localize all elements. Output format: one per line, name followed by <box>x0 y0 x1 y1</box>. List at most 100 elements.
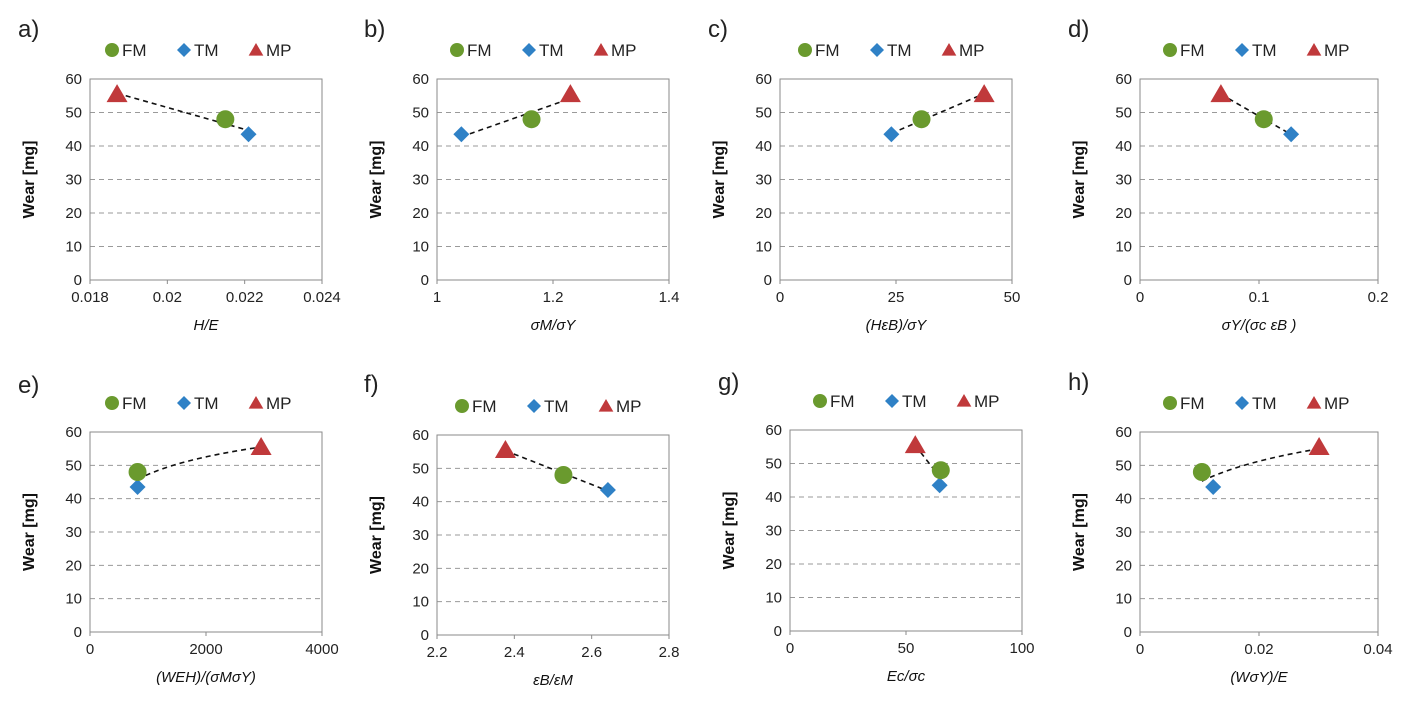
legend-label-tm: TM <box>1252 394 1277 413</box>
legend-marker-fm <box>1163 43 1177 57</box>
legend-label-fm: FM <box>122 41 147 60</box>
legend-item-mp: MP <box>593 41 637 60</box>
y-axis-label: Wear [mg] <box>21 141 38 219</box>
legend-marker-fm <box>813 394 827 408</box>
legend-label-tm: TM <box>902 392 927 411</box>
plot-frame <box>436 78 670 281</box>
y-tick-label: 40 <box>412 138 429 155</box>
y-tick-label: 50 <box>1115 105 1132 122</box>
y-tick-label: 20 <box>1115 557 1132 574</box>
data-point-fm <box>1254 110 1273 129</box>
x-tick-label: 0.022 <box>226 289 264 306</box>
trendline <box>116 92 249 132</box>
y-tick-label: 30 <box>755 172 772 189</box>
y-tick-label: 60 <box>1115 424 1132 441</box>
y-tick-label: 10 <box>412 239 429 256</box>
x-tick-label: 0 <box>86 641 94 658</box>
legend-item-mp: MP <box>248 41 292 60</box>
chart-panel-e: e) FM TM MP 0 10 20 30 40 50 60 0 2000 4000 (WEH)/(σMσ… <box>18 372 339 686</box>
legend-item-fm: FM <box>450 41 492 60</box>
legend-marker-fm <box>450 43 464 57</box>
data-point-mp <box>1210 84 1232 103</box>
legend-label-fm: FM <box>467 41 492 60</box>
panel-label: d) <box>1068 16 1089 43</box>
y-tick-label: 40 <box>765 489 782 506</box>
legend-item-fm: FM <box>798 41 840 60</box>
x-tick-label: 0 <box>1136 289 1144 306</box>
legend-item-fm: FM <box>105 41 147 60</box>
legend-marker-mp <box>598 399 614 412</box>
legend-item-mp: MP <box>941 41 985 60</box>
y-axis-label: Wear [mg] <box>368 496 385 574</box>
legend-marker-mp <box>248 396 264 409</box>
legend-marker-fm <box>798 43 812 57</box>
y-tick-label: 20 <box>1115 205 1132 222</box>
data-point-fm <box>931 461 950 480</box>
panel-label: h) <box>1068 369 1089 396</box>
data-point-mp <box>973 84 995 103</box>
data-point-mp <box>559 84 581 103</box>
y-tick-label: 30 <box>1115 524 1132 541</box>
legend-item-tm: TM <box>870 41 912 60</box>
y-tick-label: 20 <box>412 560 429 577</box>
panel-label: g) <box>718 369 739 396</box>
x-tick-label: 0.2 <box>1368 289 1389 306</box>
y-tick-label: 60 <box>412 71 429 88</box>
x-tick-label: 0.04 <box>1363 641 1392 658</box>
data-point-tm <box>1283 126 1300 143</box>
y-tick-label: 60 <box>65 71 82 88</box>
chart-panel-d: d) FM TM MP 0 10 20 30 40 50 60 0 0.1 0.2 σY/(σc εB ) W… <box>1068 16 1388 334</box>
y-tick-label: 50 <box>65 105 82 122</box>
legend-item-tm: TM <box>1235 394 1277 413</box>
data-point-mp <box>106 84 128 103</box>
y-tick-label: 40 <box>1115 491 1132 508</box>
trendline <box>1201 447 1320 482</box>
x-tick-label: 1.2 <box>543 289 564 306</box>
trendline <box>914 444 941 478</box>
x-tick-label: 0.02 <box>153 289 182 306</box>
plot-frame <box>89 431 323 633</box>
trendline <box>1220 93 1292 136</box>
legend-item-tm: TM <box>885 392 927 411</box>
legend-label-mp: MP <box>616 397 642 416</box>
legend-marker-mp <box>956 394 972 407</box>
y-tick-label: 0 <box>421 627 429 644</box>
y-tick-label: 50 <box>65 457 82 474</box>
y-tick-label: 50 <box>1115 457 1132 474</box>
x-axis-label: (HεB)/σY <box>866 317 928 334</box>
panel-label: b) <box>364 16 385 43</box>
legend-item-fm: FM <box>1163 41 1205 60</box>
y-tick-label: 40 <box>755 138 772 155</box>
x-tick-label: 0 <box>776 289 784 306</box>
y-axis-label: Wear [mg] <box>21 493 38 571</box>
legend-marker-tm <box>522 43 536 57</box>
legend-label-mp: MP <box>974 392 1000 411</box>
y-tick-label: 60 <box>1115 71 1132 88</box>
data-point-tm <box>240 126 257 143</box>
legend-item-mp: MP <box>956 392 1000 411</box>
legend-label-mp: MP <box>1324 394 1350 413</box>
x-axis-label: (WEH)/(σMσY) <box>156 669 256 686</box>
legend-item-fm: FM <box>105 394 147 413</box>
y-tick-label: 40 <box>65 138 82 155</box>
y-tick-label: 60 <box>755 71 772 88</box>
y-tick-label: 20 <box>65 205 82 222</box>
y-tick-label: 50 <box>412 460 429 477</box>
y-tick-label: 0 <box>1124 272 1132 289</box>
legend-label-fm: FM <box>815 41 840 60</box>
legend-item-tm: TM <box>177 394 219 413</box>
y-tick-label: 0 <box>74 272 82 289</box>
legend-marker-mp <box>593 43 609 56</box>
y-tick-label: 10 <box>765 590 782 607</box>
legend-label-tm: TM <box>1252 41 1277 60</box>
y-axis-label: Wear [mg] <box>1071 493 1088 571</box>
y-tick-label: 0 <box>421 272 429 289</box>
legend-marker-mp <box>248 43 264 56</box>
legend-label-fm: FM <box>830 392 855 411</box>
y-tick-label: 50 <box>412 105 429 122</box>
x-tick-label: 0.024 <box>303 289 341 306</box>
y-tick-label: 10 <box>755 239 772 256</box>
legend-label-mp: MP <box>1324 41 1350 60</box>
data-point-fm <box>1192 463 1211 481</box>
y-tick-label: 50 <box>755 105 772 122</box>
